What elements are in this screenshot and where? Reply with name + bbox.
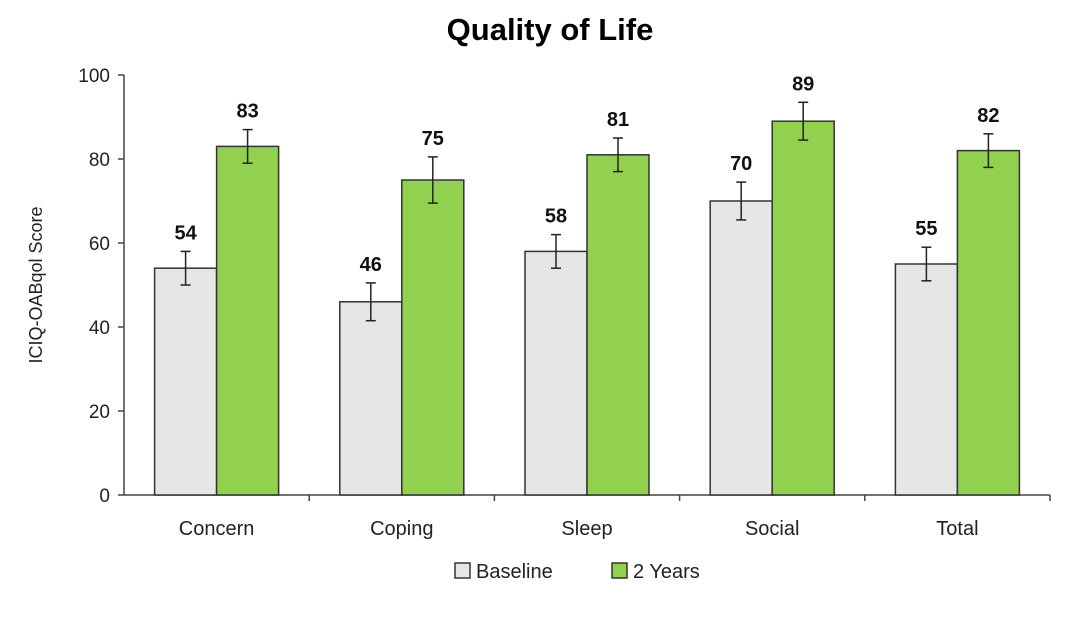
y-axis-label: ICIQ-OABqol Score [26,206,46,363]
x-category-label: Coping [370,518,433,540]
y-tick-label: 20 [89,402,110,423]
data-label: 70 [730,153,752,175]
y-tick-label: 60 [89,234,110,255]
plot-area: 0 20 40 60 80 100 Concern 54 83 Coping 46 75 Sleep 58… [78,66,1051,540]
data-label: 75 [422,128,444,150]
bar-baseline [894,263,959,496]
legend-label: Baseline [476,561,553,583]
bar-baseline [709,200,773,496]
data-label: 89 [792,73,814,95]
data-label: 55 [915,218,937,240]
legend: Baseline 2 Years [454,561,700,583]
bar-baseline [524,250,588,496]
bar-2-years [401,179,465,496]
legend-swatch [454,562,471,579]
bar-2-years [586,154,650,496]
x-category-label: Total [936,518,978,540]
legend-swatch [611,562,628,579]
bar-2-years [771,120,835,496]
y-tick-label: 0 [99,486,110,507]
data-label: 58 [545,206,567,228]
data-label: 83 [236,101,258,123]
bar-baseline [339,301,403,496]
data-label: 54 [174,222,197,244]
chart-title: Quality of Life [447,12,654,47]
data-label: 46 [360,254,382,276]
bar-2-years [215,145,280,496]
x-category-label: Sleep [561,518,612,540]
y-tick-label: 40 [89,318,110,339]
data-label: 81 [607,109,629,131]
data-label: 82 [977,105,999,127]
x-category-label: Social [745,518,799,540]
x-category-label: Concern [179,518,255,540]
legend-label: 2 Years [633,561,700,583]
y-tick-label: 100 [78,66,110,87]
y-tick-label: 80 [89,150,110,171]
bar-baseline [153,267,218,496]
bar-2-years [956,149,1021,496]
